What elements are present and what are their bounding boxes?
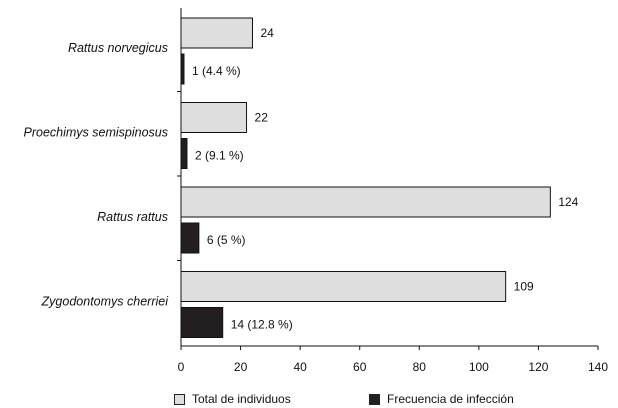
data-label-infection-1: 2 (9.1 %) xyxy=(195,149,244,163)
data-label-total-3: 109 xyxy=(514,280,534,294)
data-label-total-1: 22 xyxy=(255,111,269,125)
data-label-infection-2: 6 (5 %) xyxy=(207,233,246,247)
legend-swatch-infection xyxy=(369,393,380,405)
bar-total-1 xyxy=(180,102,248,133)
data-label-total-0: 24 xyxy=(260,26,274,40)
legend-item-total: Total de individuos xyxy=(174,391,291,407)
data-label-infection-0: 1 (4.4 %) xyxy=(192,64,241,78)
category-label-1: Proechimys semispinosus xyxy=(24,126,169,140)
x-tick-label-120: 120 xyxy=(528,360,548,374)
category-label-3: Zygodontomys cherriei xyxy=(41,295,170,309)
bar-infection-3 xyxy=(180,307,224,338)
data-label-infection-3: 14 (12.8 %) xyxy=(231,318,293,332)
bar-infection-1 xyxy=(180,138,188,169)
bar-infection-0 xyxy=(180,53,185,85)
legend-item-infection: Frecuencia de infección xyxy=(369,391,514,407)
category-label-2: Rattus rattus xyxy=(97,210,168,224)
labels: Rattus norvegicus 24 1 (4.4 %) Proechimys s… xyxy=(24,26,579,332)
bar-total-0 xyxy=(180,17,253,49)
bar-total-2 xyxy=(180,186,551,218)
axes: 0 20 40 60 80 100 120 140 xyxy=(177,8,608,374)
bar-total-3 xyxy=(180,271,507,302)
x-tick-label-60: 60 xyxy=(353,360,367,374)
legend-swatch-total xyxy=(174,393,185,405)
category-label-0: Rattus norvegicus xyxy=(68,41,168,55)
bar-infection-2 xyxy=(180,222,200,254)
x-tick-label-140: 140 xyxy=(588,360,608,374)
x-tick-label-80: 80 xyxy=(413,360,427,374)
x-tick-label-40: 40 xyxy=(293,360,307,374)
legend-label-total: Total de individuos xyxy=(192,392,291,406)
x-tick-label-20: 20 xyxy=(234,360,248,374)
legend-label-infection: Frecuencia de infección xyxy=(387,392,514,406)
data-label-total-2: 124 xyxy=(558,195,578,209)
x-tick-label-0: 0 xyxy=(178,360,185,374)
bars xyxy=(180,17,551,338)
x-tick-label-100: 100 xyxy=(469,360,489,374)
